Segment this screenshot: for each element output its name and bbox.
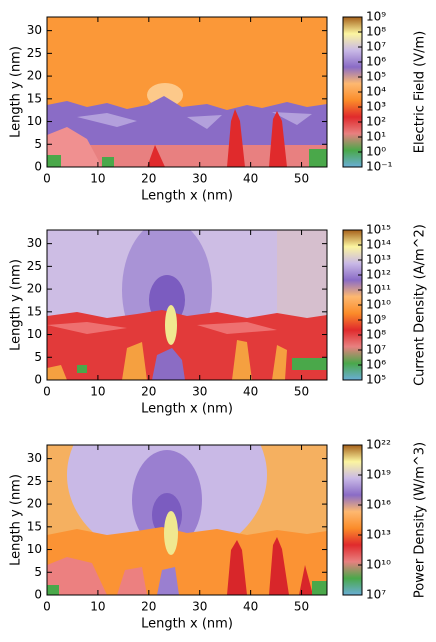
colorbar-tick-label: 10⁵: [366, 70, 386, 84]
x-tick-label: 40: [243, 172, 258, 186]
x-tick-label: 30: [192, 600, 207, 614]
y-tick-label: 10: [27, 542, 42, 556]
colorbar-tick-label: 10¹: [366, 130, 386, 144]
x-tick-label: 20: [141, 385, 156, 399]
x-tick-label: 0: [43, 600, 51, 614]
colorbar-tick-label: 10⁰: [366, 145, 386, 159]
colorbar-tick-label: 10⁹: [366, 10, 386, 24]
colorbar-tick-label: 10¹¹: [366, 283, 391, 297]
y-axis-label: Length y (nm): [9, 259, 24, 351]
x-tick-label: 10: [90, 172, 105, 186]
colorbar-tick-label: 10¹³: [366, 253, 391, 267]
colorbar-tick-label: 10¹⁹: [366, 468, 391, 482]
colorbar-tick-label: 10⁴: [366, 85, 386, 99]
colorbar-tick-label: 10⁷: [366, 40, 386, 54]
plot-frame: [46, 229, 328, 381]
colorbar-tick-label: 10⁶: [366, 55, 386, 69]
x-tick-label: 40: [243, 600, 258, 614]
x-axis-label: Length x (nm): [141, 402, 233, 417]
colorbar-tick-label: 10⁷: [366, 343, 386, 357]
y-tick-label: 0: [34, 588, 42, 602]
plot-frame: [46, 16, 328, 168]
y-tick-label: 5: [34, 137, 42, 151]
y-tick-label: 30: [27, 23, 42, 37]
x-tick-label: 30: [192, 385, 207, 399]
y-tick-label: 25: [27, 259, 42, 273]
colorbar-tick-label: 10⁶: [366, 358, 386, 372]
x-tick-label: 10: [90, 385, 105, 399]
colorbar-tick-label: 10²: [366, 115, 386, 129]
y-axis-label: Length y (nm): [9, 46, 24, 138]
colorbar-tick-label: 10⁹: [366, 313, 386, 327]
colorbar-label: Power Density (W/m^3): [413, 442, 428, 598]
x-tick-label: 30: [192, 172, 207, 186]
colorbar-tick-label: 10¹⁴: [366, 238, 391, 252]
y-tick-label: 30: [27, 236, 42, 250]
x-tick-label: 50: [294, 600, 309, 614]
colorbar-tick-label: 10¹⁰: [366, 298, 391, 312]
y-tick-label: 25: [27, 474, 42, 488]
y-tick-label: 10: [27, 327, 42, 341]
y-tick-label: 0: [34, 373, 42, 387]
colorbar-tick-label: 10⁻¹: [366, 160, 393, 174]
y-tick-label: 0: [34, 160, 42, 174]
x-tick-label: 50: [294, 172, 309, 186]
y-tick-label: 10: [27, 114, 42, 128]
y-tick-label: 15: [27, 519, 42, 533]
y-tick-label: 15: [27, 91, 42, 105]
colorbar-tick-label: 10⁷: [366, 588, 386, 602]
y-axis-label: Length y (nm): [9, 474, 24, 566]
x-tick-label: 20: [141, 600, 156, 614]
y-tick-label: 30: [27, 451, 42, 465]
x-axis-label: Length x (nm): [141, 617, 233, 632]
y-tick-label: 20: [27, 282, 42, 296]
colorbar-tick-label: 10¹³: [366, 528, 391, 542]
y-tick-label: 15: [27, 304, 42, 318]
x-tick-label: 0: [43, 172, 51, 186]
x-tick-label: 0: [43, 385, 51, 399]
colorbar-tick-label: 10¹⁰: [366, 558, 391, 572]
colorbar: [342, 444, 363, 596]
colorbar-label: Current Density (A/m^2): [413, 224, 428, 386]
plot-frame: [46, 444, 328, 596]
y-tick-label: 20: [27, 69, 42, 83]
colorbar-label: Electric Field (V/m): [413, 31, 428, 154]
x-axis-label: Length x (nm): [141, 189, 233, 204]
y-tick-label: 20: [27, 497, 42, 511]
y-tick-label: 25: [27, 46, 42, 60]
colorbar-tick-label: 10¹⁵: [366, 223, 391, 237]
heatmap-image: [47, 445, 327, 595]
y-tick-label: 5: [34, 350, 42, 364]
y-tick-label: 5: [34, 565, 42, 579]
colorbar-tick-label: 10⁵: [366, 373, 386, 387]
colorbar-tick-label: 10³: [366, 100, 386, 114]
colorbar-tick-label: 10¹⁶: [366, 498, 391, 512]
x-tick-label: 40: [243, 385, 258, 399]
colorbar-tick-label: 10²²: [366, 438, 391, 452]
heatmap-image: [47, 17, 327, 167]
heatmap-image: [47, 230, 327, 380]
x-tick-label: 20: [141, 172, 156, 186]
x-tick-label: 50: [294, 385, 309, 399]
colorbar-tick-label: 10⁸: [366, 328, 386, 342]
colorbar-tick-label: 10¹²: [366, 268, 391, 282]
colorbar-tick-label: 10⁸: [366, 25, 386, 39]
x-tick-label: 10: [90, 600, 105, 614]
